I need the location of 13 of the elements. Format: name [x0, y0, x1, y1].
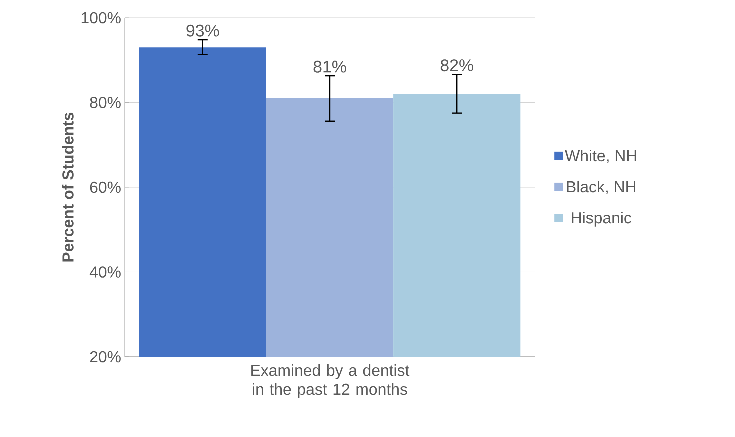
legend-label: White, NH [565, 150, 636, 164]
data-label: 93% [186, 24, 220, 37]
y-tick-label: 60% [90, 182, 121, 194]
y-tick-label: 40% [90, 266, 121, 278]
y-axis-title: Percent of Students [62, 112, 74, 262]
y-tick-label: 100% [82, 12, 121, 24]
legend-label: Hispanic [572, 212, 632, 227]
x-tick-label: Examined by a dentist in the past 12 months [252, 364, 410, 398]
y-tick-label: 20% [90, 351, 121, 363]
data-label: 81% [314, 60, 346, 73]
y-tick-label: 80% [90, 97, 121, 108]
legend-label: Black, NH [567, 180, 636, 195]
data-label: 82% [440, 60, 474, 72]
